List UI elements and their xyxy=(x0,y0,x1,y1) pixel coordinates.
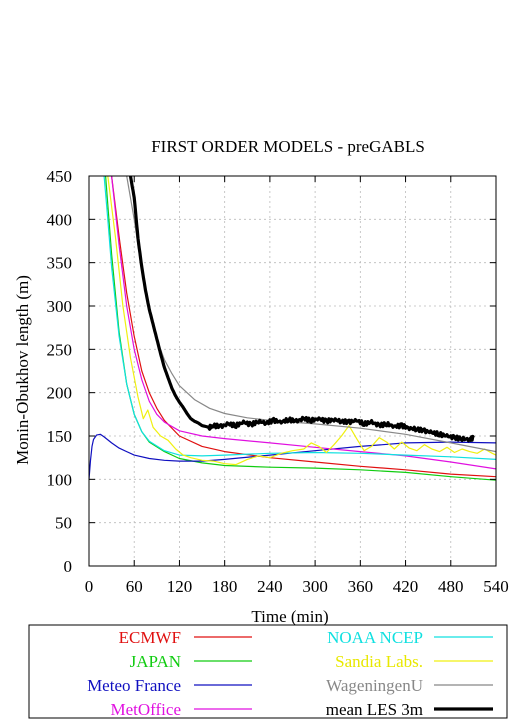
legend-label: mean LES 3m xyxy=(326,700,423,719)
x-tick-label: 300 xyxy=(302,577,328,596)
series-line-mean-les-3m xyxy=(128,176,475,443)
series-line-metoffice xyxy=(111,176,496,470)
series-line-wageningenu xyxy=(126,176,496,453)
y-tick-label: 350 xyxy=(47,254,73,273)
legend-label: JAPAN xyxy=(130,652,181,671)
y-tick-label: 200 xyxy=(47,384,73,403)
legend-label: Meteo France xyxy=(87,676,181,695)
y-tick-label: 150 xyxy=(47,427,73,446)
legend-label: NOAA NCEP xyxy=(327,628,423,647)
y-tick-label: 400 xyxy=(47,210,73,229)
series-line-sandia-labs xyxy=(107,176,496,466)
x-tick-label: 420 xyxy=(393,577,419,596)
series-line-ecmwf xyxy=(111,176,496,478)
y-tick-label: 300 xyxy=(47,297,73,316)
x-tick-label: 180 xyxy=(212,577,238,596)
series-line-meteo-france xyxy=(89,433,496,480)
y-tick-label: 50 xyxy=(55,514,72,533)
y-tick-label: 450 xyxy=(47,167,73,186)
x-axis: 0 60 120 180 240 300 360 420 480 540 xyxy=(85,176,509,596)
legend-label: MetOffice xyxy=(111,700,182,719)
series-layer xyxy=(89,176,496,481)
x-tick-label: 540 xyxy=(483,577,509,596)
x-tick-label: 120 xyxy=(167,577,193,596)
grid xyxy=(89,176,496,566)
chart-title: FIRST ORDER MODELS - preGABLS xyxy=(151,137,425,156)
legend-box xyxy=(28,624,508,719)
y-tick-label: 100 xyxy=(47,470,73,489)
y-axis: 0 50 100 150 200 250 300 350 400 450 xyxy=(47,167,496,576)
y-tick-label: 250 xyxy=(47,340,73,359)
x-tick-label: 60 xyxy=(126,577,143,596)
x-tick-label: 480 xyxy=(438,577,464,596)
series-line-noaa-ncep xyxy=(103,176,496,460)
x-tick-label: 0 xyxy=(85,577,94,596)
x-tick-label: 240 xyxy=(257,577,283,596)
y-axis-label: Monin-Obukhov length (m) xyxy=(13,275,32,465)
plot-frame xyxy=(88,175,497,567)
legend: ECMWF JAPAN Meteo France MetOffice NOAA NCEP… xyxy=(87,628,493,719)
y-tick-label: 0 xyxy=(64,557,73,576)
x-axis-label: Time (min) xyxy=(251,607,328,626)
legend-label: Sandia Labs. xyxy=(335,652,423,671)
legend-label: ECMWF xyxy=(119,628,181,647)
x-tick-label: 360 xyxy=(348,577,374,596)
legend-label: WageningenU xyxy=(326,676,423,695)
